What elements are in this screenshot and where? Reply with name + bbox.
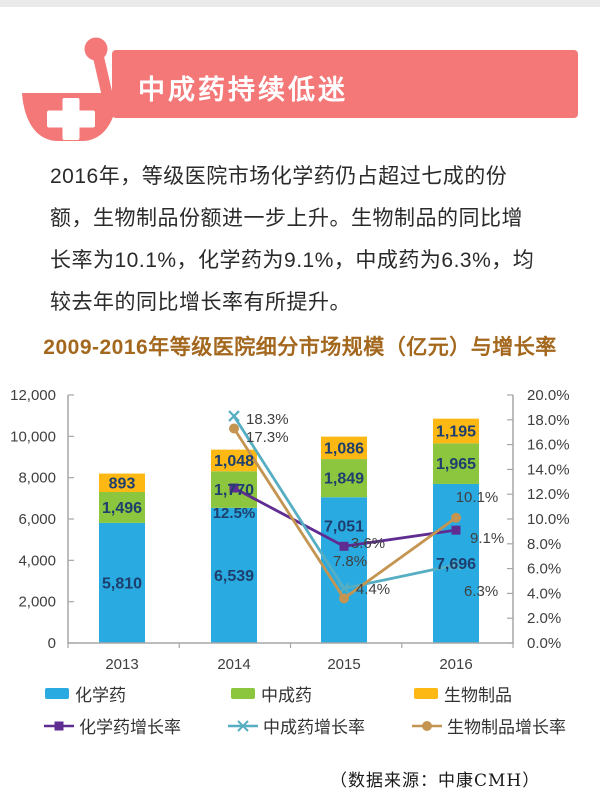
legend-bars: 化学药 中成药 生物制品 [0, 681, 600, 707]
growth-rate-label: 18.3% [246, 411, 289, 428]
legend-line-swatch [44, 721, 74, 730]
growth-rate-label: 12.5% [213, 505, 256, 522]
bar-value-label: 1,849 [324, 471, 364, 488]
legend-item-biologics: 化学药 [44, 681, 126, 706]
mortar-pestle-icon [22, 37, 118, 141]
growth-rate-label: 6.3% [464, 583, 498, 600]
bar-value-label: 893 [109, 475, 136, 492]
right-axis-label: 10.0% [527, 511, 570, 528]
legend-item-chemical-growth: 化学药增长率 [44, 713, 181, 738]
legend-line-swatch [228, 719, 258, 732]
bar-value-label: 1,195 [436, 423, 476, 440]
legend-swatch [45, 688, 69, 699]
bar-segment [321, 497, 367, 643]
right-axis-label: 18.0% [527, 412, 570, 429]
data-source: （数据来源：中康CMH） [330, 771, 541, 791]
intro-paragraph: 2016年，等级医院市场化学药仍占超过七成的份 额，生物制品份额进一步上升。生物… [50, 156, 560, 324]
square-marker [451, 525, 461, 535]
intro-line: 额，生物制品份额进一步上升。生物制品的同比增 [50, 207, 523, 230]
chart-title: 2009-2016年等级医院细分市场规模（亿元）与增长率 [43, 336, 557, 359]
x-axis-label: 2016 [439, 656, 472, 673]
header-banner: 中成药持续低迷 [112, 50, 578, 118]
circle-marker [451, 512, 461, 523]
legend-item-tcm-growth: 中成药增长率 [228, 713, 365, 738]
legend-swatch [414, 688, 438, 699]
x-marker [450, 559, 462, 571]
bar-segment [433, 443, 479, 484]
growth-rate-label: 17.3% [246, 429, 289, 446]
left-axis-label: 10,000 [10, 428, 56, 445]
page-title: 中成药持续低迷 [138, 75, 348, 105]
legend-item-chemical: 生物制品 [413, 681, 512, 706]
bar-value-label: 7,696 [436, 556, 476, 573]
bar-value-label: 1,965 [436, 456, 476, 473]
growth-rate-label: 9.1% [470, 530, 504, 547]
right-axis-label: 0.0% [527, 635, 561, 652]
left-axis-label: 8,000 [18, 470, 56, 487]
bar-value-label: 1,770 [214, 482, 254, 499]
left-axis-label: 0 [48, 635, 56, 652]
bar-segment [321, 459, 367, 498]
bar-value-label: 6,539 [214, 568, 254, 585]
bar-segment [321, 436, 367, 460]
intro-line: 较去年的同比增长率有所提升。 [50, 291, 351, 314]
top-divider [0, 0, 600, 7]
right-axis-label: 6.0% [527, 561, 561, 578]
right-axis-label: 14.0% [527, 461, 570, 478]
legend-item-tcm: 中成药 [230, 681, 312, 706]
right-axis-label: 12.0% [527, 486, 570, 503]
bar-value-label: 1,496 [102, 500, 142, 517]
x-marker [228, 410, 240, 422]
x-axis-label: 2015 [327, 656, 360, 673]
bar-value-label: 7,051 [324, 519, 364, 536]
bar-segment [211, 507, 257, 643]
growth-rate-label: 7.8% [333, 553, 367, 570]
right-axis-label: 4.0% [527, 585, 561, 602]
legend-lines: 化学药增长率 中成药增长率 生物制品增长率 [0, 713, 600, 739]
growth-rate-label: 3.6% [351, 535, 385, 552]
bar-segment [99, 522, 145, 643]
right-axis-label: 8.0% [527, 536, 561, 553]
bar-value-label: 5,810 [102, 575, 142, 592]
bar-value-label: 1,086 [324, 440, 364, 457]
intro-line: 2016年，等级医院市场化学药仍占超过七成的份 [50, 165, 508, 188]
legend-swatch [231, 688, 255, 699]
bar-segment [211, 449, 257, 472]
intro-line: 长率为10.1%，化学药为9.1%，中成药为6.3%，均 [50, 249, 535, 272]
legend-item-biologics-growth: 生物制品增长率 [412, 713, 566, 738]
circle-marker [229, 423, 239, 434]
left-axis-label: 12,000 [10, 387, 56, 404]
bar-value-label: 1,048 [214, 453, 254, 470]
square-marker [229, 483, 239, 493]
left-axis-label: 2,000 [18, 594, 56, 611]
circle-marker [339, 593, 349, 604]
growth-rate-label: 10.1% [456, 489, 499, 506]
x-axis-label: 2013 [105, 656, 138, 673]
market-size-growth-chart: 0 2,000 4,000 6,000 8,000 10,000 12,000 0.0% 2.0… [10, 387, 570, 673]
growth-rate-label: 4.4% [356, 581, 390, 598]
right-axis-label: 2.0% [527, 610, 561, 627]
right-axis-label: 20.0% [527, 387, 570, 404]
bar-segment [433, 418, 479, 444]
legend-line-swatch [412, 720, 442, 731]
bar-segment [99, 473, 145, 493]
x-axis-label: 2014 [217, 656, 250, 673]
left-axis-label: 4,000 [18, 552, 56, 569]
right-axis-label: 16.0% [527, 437, 570, 454]
left-axis-label: 6,000 [18, 511, 56, 528]
bar-segment [99, 492, 145, 523]
square-marker [339, 541, 349, 551]
